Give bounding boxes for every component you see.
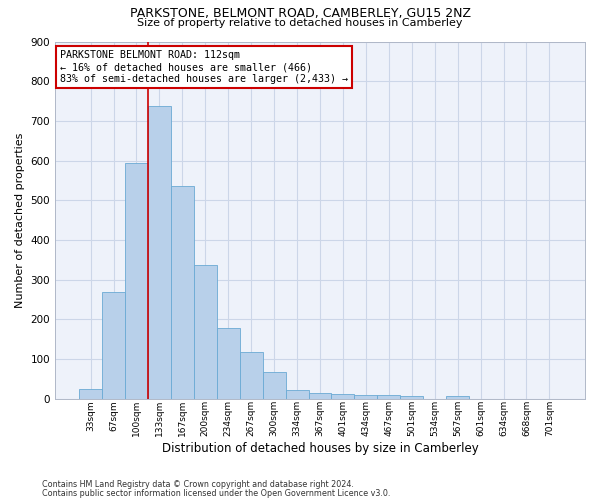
- Bar: [194, 264, 217, 398]
- Bar: [240, 352, 263, 399]
- Bar: [377, 395, 400, 398]
- Bar: [102, 292, 125, 399]
- X-axis label: Distribution of detached houses by size in Camberley: Distribution of detached houses by size …: [161, 442, 478, 455]
- Y-axis label: Number of detached properties: Number of detached properties: [15, 132, 25, 308]
- Bar: [148, 106, 171, 399]
- Text: PARKSTONE, BELMONT ROAD, CAMBERLEY, GU15 2NZ: PARKSTONE, BELMONT ROAD, CAMBERLEY, GU15…: [130, 8, 470, 20]
- Text: Contains public sector information licensed under the Open Government Licence v3: Contains public sector information licen…: [42, 489, 391, 498]
- Bar: [355, 394, 377, 398]
- Bar: [446, 396, 469, 398]
- Bar: [171, 186, 194, 398]
- Bar: [286, 390, 308, 398]
- Text: Size of property relative to detached houses in Camberley: Size of property relative to detached ho…: [137, 18, 463, 28]
- Bar: [400, 396, 423, 398]
- Bar: [79, 389, 102, 398]
- Bar: [125, 162, 148, 398]
- Bar: [331, 394, 355, 398]
- Text: PARKSTONE BELMONT ROAD: 112sqm
← 16% of detached houses are smaller (466)
83% of: PARKSTONE BELMONT ROAD: 112sqm ← 16% of …: [61, 50, 349, 84]
- Bar: [217, 328, 240, 398]
- Text: Contains HM Land Registry data © Crown copyright and database right 2024.: Contains HM Land Registry data © Crown c…: [42, 480, 354, 489]
- Bar: [308, 392, 331, 398]
- Bar: [263, 372, 286, 398]
